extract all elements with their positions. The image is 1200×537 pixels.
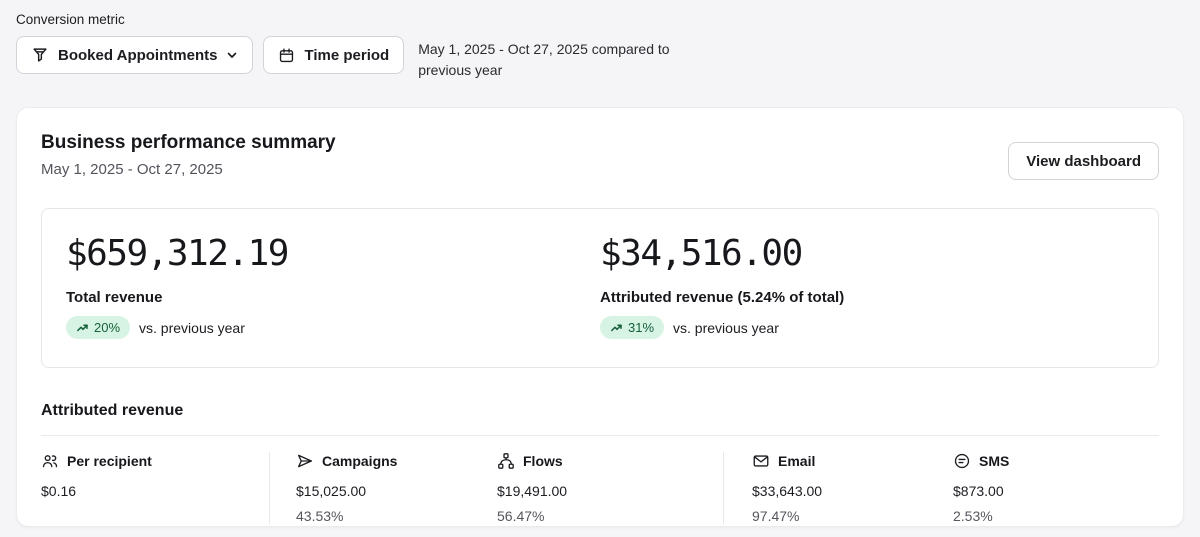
attributed-revenue-label: Attributed revenue (5.24% of total) — [600, 289, 845, 306]
attributed-revenue-value: $34,516.00 — [600, 233, 803, 274]
people-icon — [41, 452, 59, 470]
calendar-icon — [278, 47, 295, 64]
stat-value: $33,643.00 — [752, 483, 823, 499]
attributed-revenue-change-value: 31% — [628, 320, 655, 335]
envelope-icon — [752, 452, 770, 470]
chat-icon — [953, 452, 971, 470]
conversion-metric-dropdown[interactable]: Booked Appointments — [16, 36, 254, 74]
total-revenue-label: Total revenue — [66, 289, 163, 306]
total-revenue-compare-text: vs. previous year — [139, 319, 245, 336]
stat-percent: 2.53% — [953, 508, 993, 524]
conversion-metric-icon — [31, 46, 49, 64]
total-revenue-change-badge: 20% — [66, 316, 131, 339]
attributed-revenue-compare-text: vs. previous year — [673, 319, 779, 336]
stat-percent: 97.47% — [752, 508, 800, 524]
stat-value: $19,491.00 — [497, 483, 568, 499]
total-revenue-value: $659,312.19 — [66, 233, 289, 274]
time-period-button[interactable]: Time period — [263, 36, 405, 74]
total-revenue-metric: $659,312.19 Total revenue 20% vs. previo… — [66, 233, 600, 339]
stat-campaigns: Campaigns $15,025.00 43.53% — [269, 452, 497, 524]
paper-plane-icon — [296, 452, 314, 470]
total-revenue-change-value: 20% — [94, 320, 121, 335]
conversion-metric-label: Conversion metric — [16, 12, 125, 27]
stat-value: $15,025.00 — [296, 483, 367, 499]
card-title: Business performance summary — [41, 132, 336, 153]
chevron-down-icon — [226, 49, 238, 61]
time-period-label: Time period — [304, 46, 390, 64]
total-revenue-comparison: 20% vs. previous year — [66, 316, 600, 339]
revenue-metrics-box: $659,312.19 Total revenue 20% vs. previo… — [41, 208, 1159, 368]
stat-email: Email $33,643.00 97.47% — [723, 452, 953, 524]
stat-percent: 56.47% — [497, 508, 545, 524]
toolbar: Conversion metric Booked Appointments — [0, 0, 1200, 81]
card-header: Business performance summary May 1, 2025… — [41, 132, 1159, 180]
stat-label: SMS — [979, 453, 1010, 469]
stat-value: $0.16 — [41, 483, 77, 499]
flow-icon — [497, 452, 515, 470]
view-dashboard-button[interactable]: View dashboard — [1008, 142, 1159, 180]
business-performance-card: Business performance summary May 1, 2025… — [16, 107, 1184, 527]
stat-label: Flows — [523, 453, 563, 469]
stat-sms: SMS $873.00 2.53% — [953, 452, 1159, 524]
attributed-revenue-change-badge: 31% — [600, 316, 665, 339]
trend-up-icon — [610, 321, 623, 334]
stat-percent: 43.53% — [296, 508, 344, 524]
stat-label: Email — [778, 453, 816, 469]
trend-up-icon — [76, 321, 89, 334]
stat-value: $873.00 — [953, 483, 1004, 499]
attributed-revenue-comparison: 31% vs. previous year — [600, 316, 1134, 339]
toolbar-controls: Booked Appointments Time period May 1, 2… — [16, 36, 1184, 81]
stat-label: Campaigns — [322, 453, 398, 469]
card-date-range: May 1, 2025 - Oct 27, 2025 — [41, 161, 223, 178]
stat-label: Per recipient — [67, 453, 152, 469]
stat-flows: Flows $19,491.00 56.47% — [497, 452, 723, 524]
card-header-text: Business performance summary May 1, 2025… — [41, 132, 336, 178]
attributed-revenue-stats: Per recipient $0.16 Campaigns $15,025.00… — [41, 435, 1159, 524]
conversion-metric-value: Booked Appointments — [58, 46, 218, 64]
stat-percent — [41, 508, 253, 524]
attributed-revenue-metric: $34,516.00 Attributed revenue (5.24% of … — [600, 233, 1134, 339]
attributed-revenue-heading: Attributed revenue — [41, 402, 184, 419]
date-range-note: May 1, 2025 - Oct 27, 2025 compared to p… — [418, 41, 670, 78]
stat-per-recipient: Per recipient $0.16 — [41, 452, 269, 524]
